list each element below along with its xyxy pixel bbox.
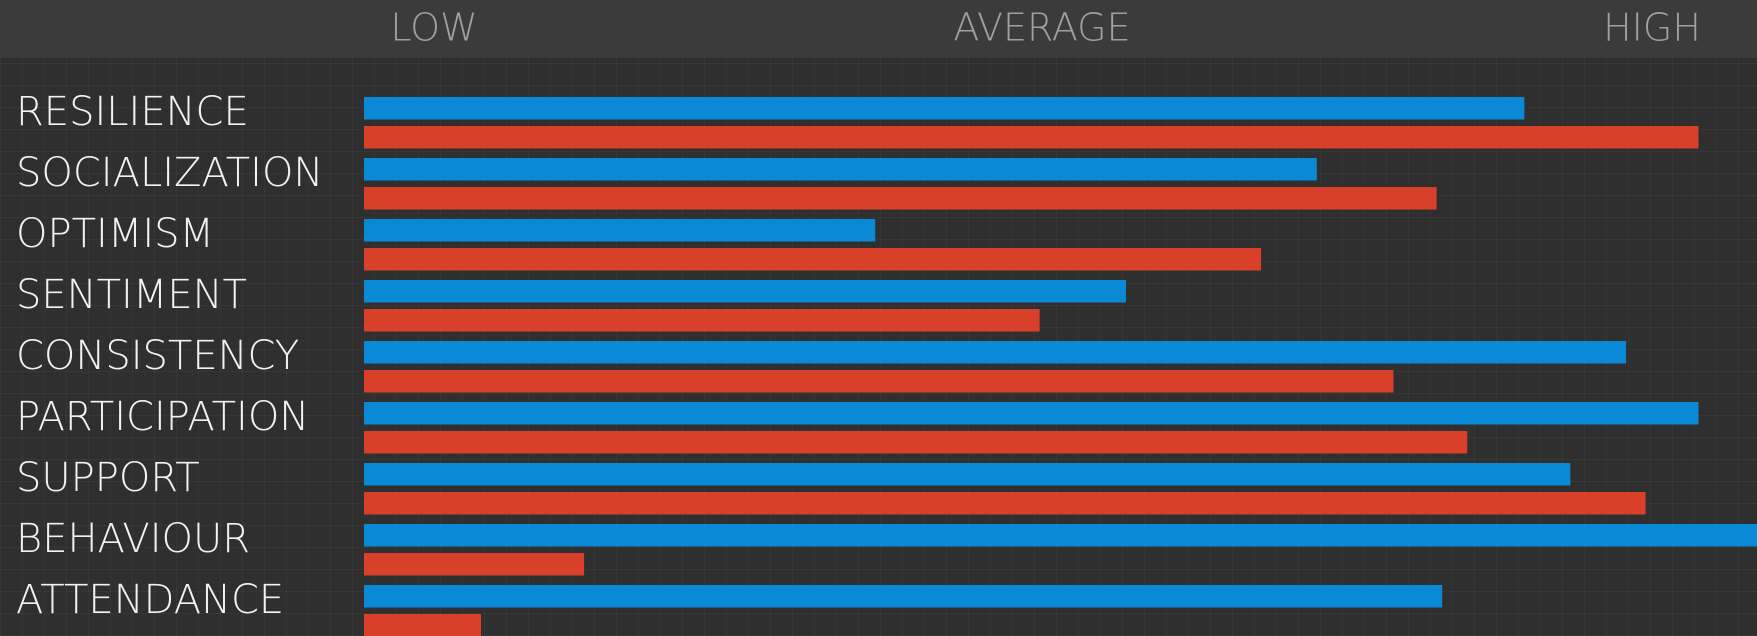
bar xyxy=(364,402,1699,425)
bar xyxy=(364,187,1437,210)
bar xyxy=(364,280,1126,303)
bar xyxy=(364,524,1757,547)
category-label: PARTICIPATION xyxy=(16,394,309,440)
bar xyxy=(364,341,1627,364)
bar xyxy=(364,463,1571,486)
scale-label: AVERAGE xyxy=(953,6,1130,50)
bar xyxy=(364,492,1646,515)
bar xyxy=(364,370,1394,393)
category-label: RESILIENCE xyxy=(16,89,249,135)
category-label: BEHAVIOUR xyxy=(16,516,250,562)
bar xyxy=(364,309,1040,332)
bar xyxy=(364,248,1262,271)
scale-label: HIGH xyxy=(1603,6,1701,50)
scale-label: LOW xyxy=(390,6,477,50)
bar xyxy=(364,614,482,636)
bar xyxy=(364,219,876,242)
bar xyxy=(364,97,1525,120)
category-label: SENTIMENT xyxy=(16,272,247,318)
category-label: SUPPORT xyxy=(16,455,200,501)
bar xyxy=(364,126,1699,149)
bar xyxy=(364,158,1317,181)
category-label: OPTIMISM xyxy=(16,211,214,257)
header-band xyxy=(0,0,1757,58)
bar xyxy=(364,431,1468,454)
category-label: SOCIALIZATION xyxy=(16,150,323,196)
category-label: CONSISTENCY xyxy=(16,333,299,379)
bar xyxy=(364,553,585,576)
bar xyxy=(364,585,1443,608)
category-label: ATTENDANCE xyxy=(16,577,284,623)
